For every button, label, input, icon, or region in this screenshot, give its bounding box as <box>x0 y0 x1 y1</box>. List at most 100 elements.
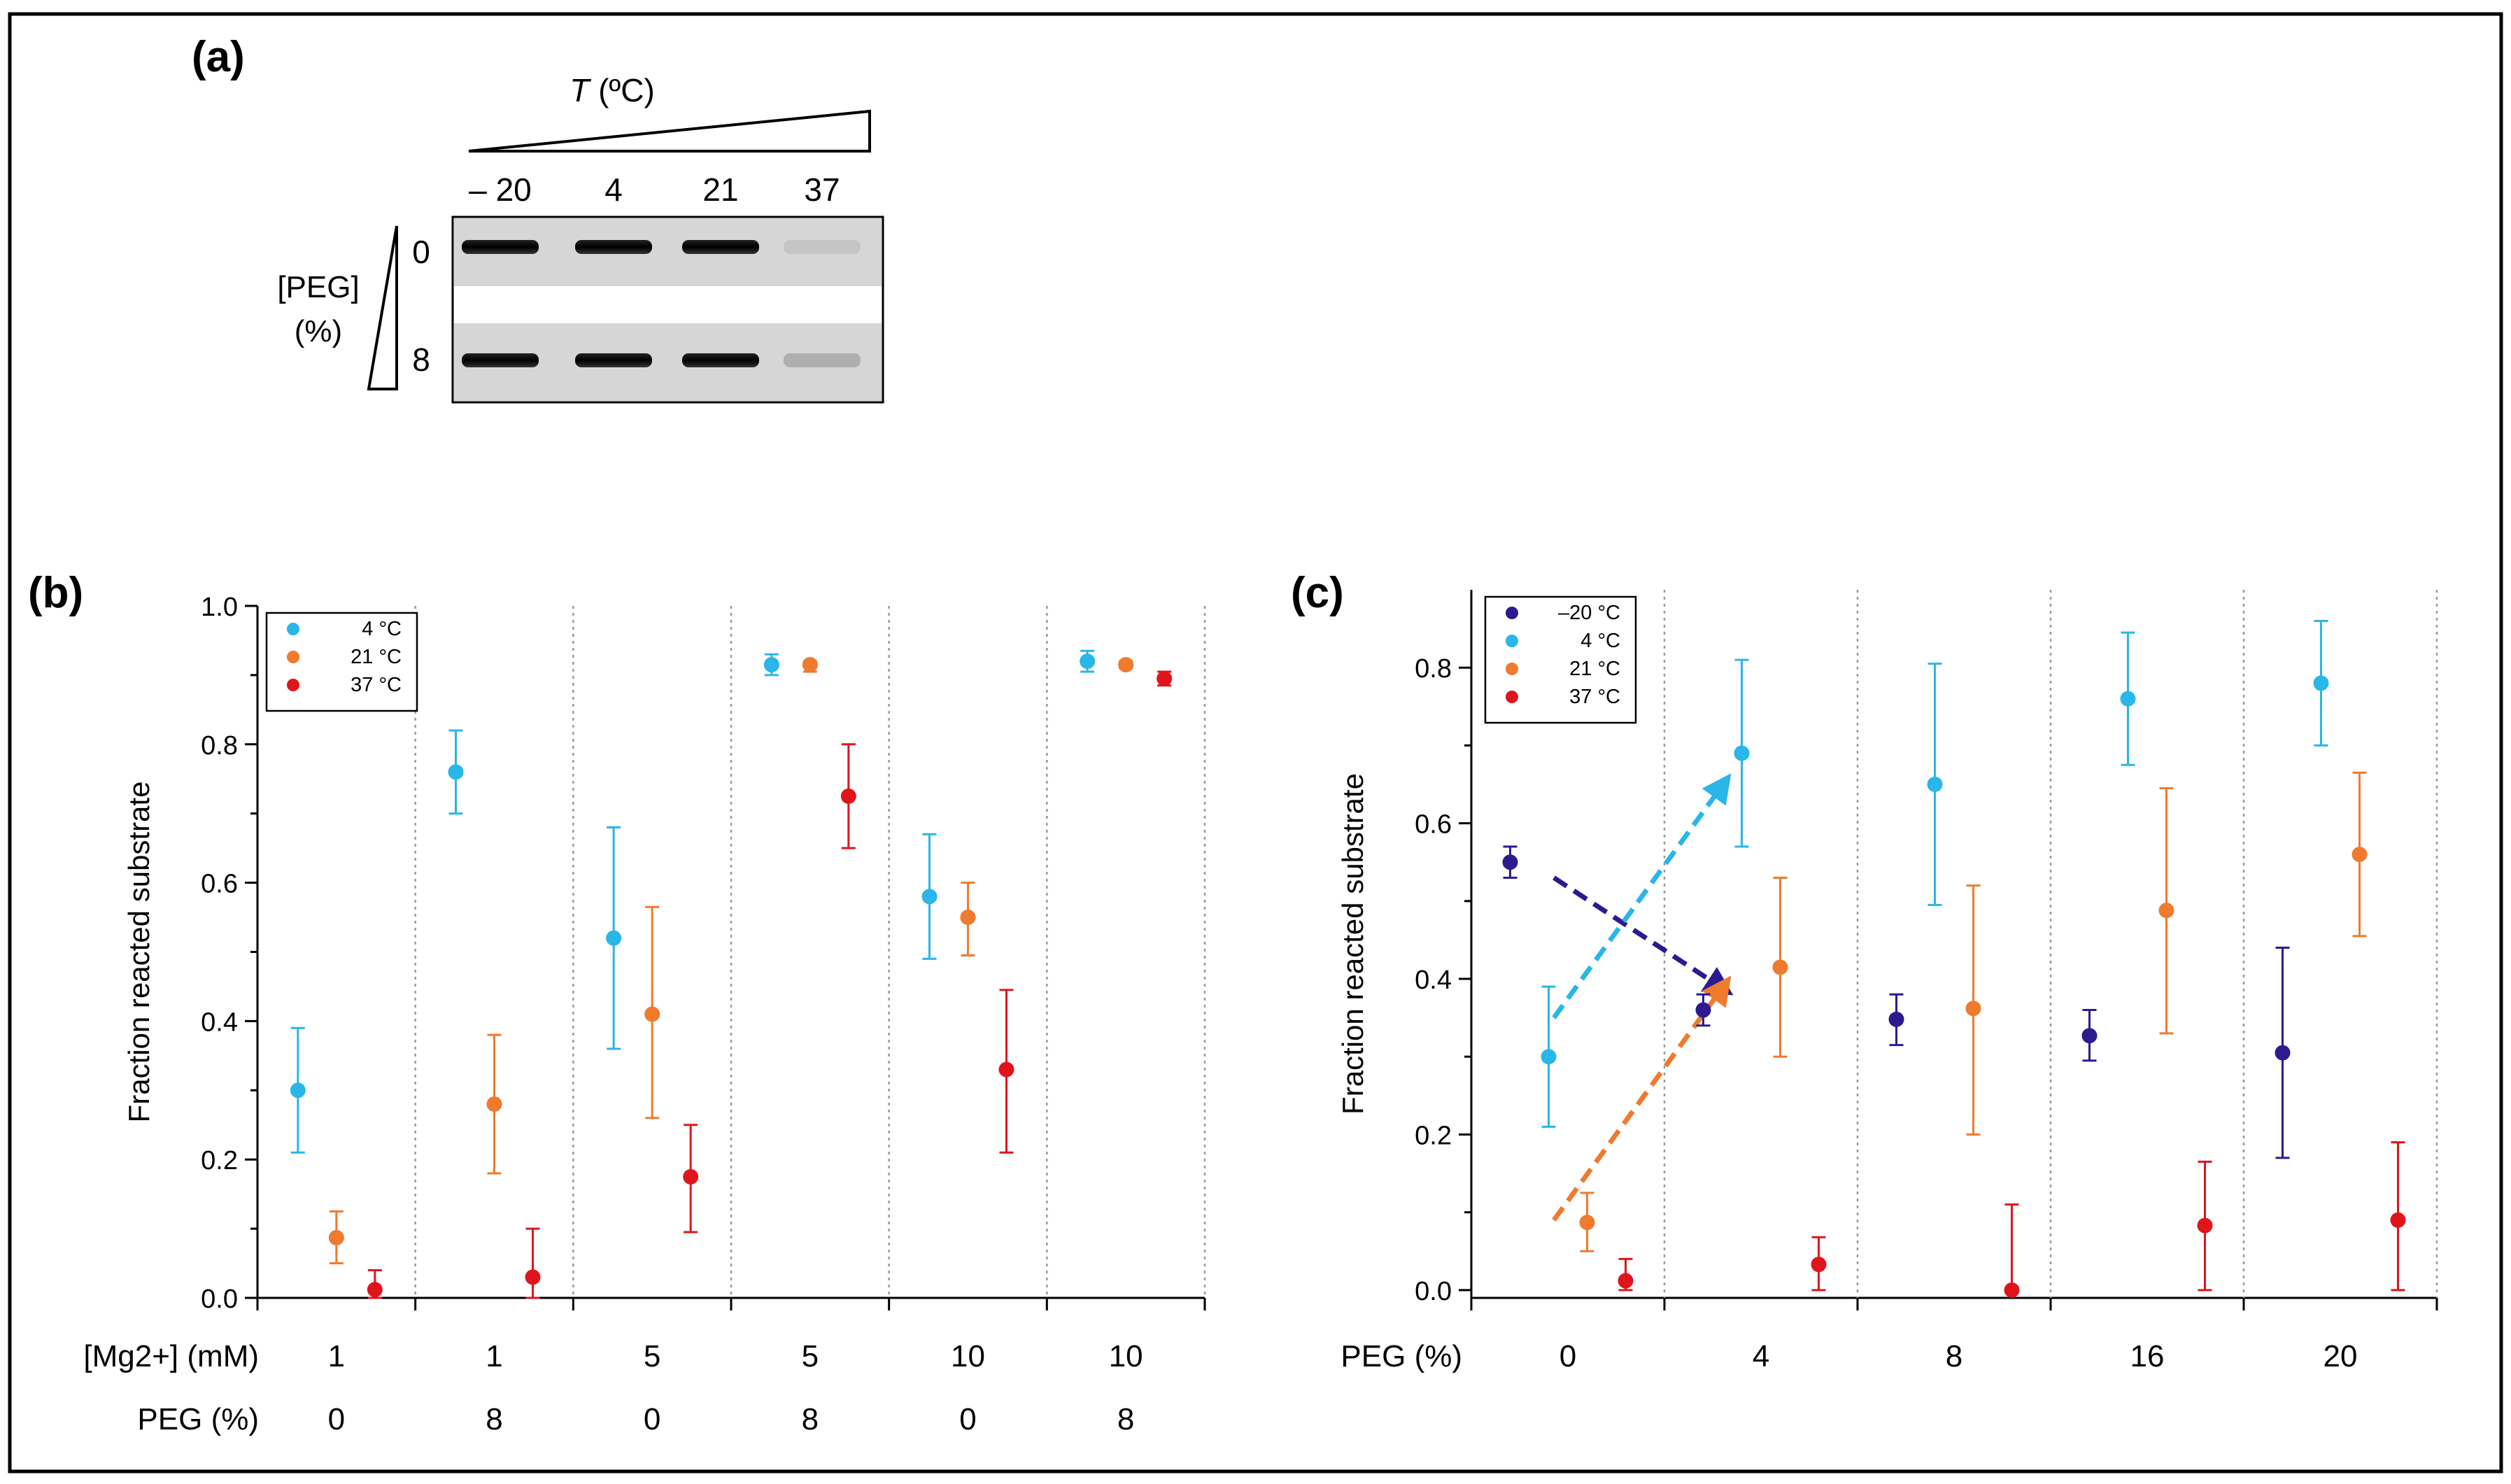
data-point <box>606 930 622 946</box>
panel-a: (a) T (ºC) – 20 4 21 37 [PEG] (%) 08 <box>192 33 884 404</box>
data-point <box>2120 691 2136 707</box>
temperature-label: 21 <box>702 171 738 208</box>
panel-c: (c) 0.0 0.2 0.4 0.6 0.8 Fraction reacted subs… <box>1291 569 2438 1373</box>
temperature-symbol: T <box>570 72 591 108</box>
legend: 4 °C 21 °C 37 °C <box>265 612 418 712</box>
data-point <box>644 1006 660 1022</box>
row-label-peg: PEG (%) <box>137 1402 259 1436</box>
row-label-mg: [Mg2+] (mM) <box>83 1339 259 1373</box>
data-point <box>2275 1045 2291 1061</box>
data-point <box>2004 1282 2020 1298</box>
gel-band <box>784 353 861 367</box>
data-point <box>2351 847 2368 863</box>
legend-marker <box>287 623 299 635</box>
mg-value-label: 5 <box>802 1339 819 1373</box>
temperature-labels: – 20 4 21 37 <box>469 171 840 208</box>
peg-value-label: 16 <box>2130 1339 2165 1373</box>
data-point <box>1927 777 1943 793</box>
gel-band <box>462 240 539 254</box>
legend-marker <box>1506 691 1518 703</box>
data-point <box>1080 653 1096 670</box>
data-point <box>2081 1028 2098 1044</box>
peg-label: 0 <box>412 234 430 270</box>
legend-label: –20 °C <box>1558 602 1620 624</box>
legend-label: 37 °C <box>1569 686 1620 708</box>
peg-labels: 08 <box>412 234 430 378</box>
peg-value-label: 8 <box>802 1402 819 1436</box>
legend-label: 21 °C <box>1569 658 1620 680</box>
row-label-peg: PEG (%) <box>1341 1339 1462 1373</box>
legend-label: 37 °C <box>351 674 402 696</box>
panel-b: (b) 0.0 0.2 0.4 0.6 0.8 1.0 Fraction reacted s… <box>28 569 1206 1436</box>
temperature-axis-title: T (ºC) <box>570 72 655 108</box>
gel-band <box>682 240 759 254</box>
data-point <box>1118 657 1134 673</box>
data-point <box>328 1229 344 1245</box>
mg-value-label: 1 <box>328 1339 345 1373</box>
data-point <box>367 1282 383 1298</box>
peg-label: 8 <box>412 341 430 378</box>
y-tick-label: 0.4 <box>1415 966 1452 995</box>
mg-value-label: 1 <box>486 1339 502 1373</box>
trend-arrow <box>1552 875 1734 996</box>
data-point <box>1888 1011 1904 1027</box>
data-point <box>448 764 464 780</box>
panel-b-label: (b) <box>28 569 83 617</box>
data-point <box>840 788 856 804</box>
temperature-gradient-wedge <box>468 109 871 153</box>
peg-axis-title-line2: (%) <box>295 314 342 348</box>
y-axis-title: Fraction reacted substrate <box>1336 773 1369 1115</box>
data-point <box>960 910 976 926</box>
legend-marker <box>287 651 299 663</box>
data-point <box>1157 670 1173 686</box>
mg-value-label: 10 <box>1109 1339 1143 1373</box>
mg-value-label: 5 <box>644 1339 660 1373</box>
gel-band <box>575 353 652 367</box>
y-axis-title: Fraction reacted substrate <box>122 782 155 1123</box>
plot-b: 0.0 0.2 0.4 0.6 0.8 1.0 Fraction reacted subst… <box>83 593 1206 1436</box>
gel-band <box>575 240 652 254</box>
legend-marker <box>1506 607 1518 619</box>
data-point <box>2313 675 2329 691</box>
data-point <box>486 1096 502 1112</box>
y-tick-label: 0.4 <box>201 1008 238 1037</box>
gel-band <box>682 353 759 367</box>
figure-frame <box>8 12 2503 1474</box>
peg-value-label: 0 <box>959 1402 976 1436</box>
data-point <box>802 657 818 673</box>
peg-value-label: 8 <box>1117 1402 1134 1436</box>
gel-band <box>462 353 539 367</box>
temperature-label: – 20 <box>469 171 532 208</box>
peg-value-label: 4 <box>1753 1339 1769 1373</box>
data-point <box>683 1168 699 1185</box>
y-tick-label: 1.0 <box>201 593 238 622</box>
data-point <box>1695 1002 1711 1018</box>
data-point <box>1502 854 1518 870</box>
data-point <box>921 889 938 905</box>
legend-marker <box>287 679 299 691</box>
mg-value-label: 10 <box>951 1339 985 1373</box>
data-point <box>2158 903 2174 919</box>
temperature-label: 37 <box>804 171 840 208</box>
data-point <box>1618 1273 1634 1289</box>
peg-axis-title-line1: [PEG] <box>277 270 359 304</box>
y-tick-label: 0.8 <box>201 731 238 761</box>
data-point <box>1772 959 1788 975</box>
temperature-unit: (ºC) <box>589 72 654 108</box>
data-point <box>2197 1217 2213 1234</box>
trend-arrow <box>1552 773 1732 1019</box>
data-point <box>998 1061 1014 1077</box>
legend-label: 21 °C <box>351 646 402 668</box>
data-point <box>1579 1215 1595 1231</box>
legend-label: 4 °C <box>362 618 402 640</box>
y-tick-label: 0.0 <box>1415 1277 1452 1306</box>
panel-a-label: (a) <box>192 33 245 81</box>
y-tick-label: 0.2 <box>201 1146 238 1175</box>
data-point <box>1811 1257 1827 1273</box>
data-point <box>525 1269 541 1285</box>
data-point <box>1965 1001 1981 1017</box>
y-tick-label: 0.6 <box>201 870 238 899</box>
peg-value-label: 0 <box>1559 1339 1576 1373</box>
gel-bands <box>462 240 861 367</box>
